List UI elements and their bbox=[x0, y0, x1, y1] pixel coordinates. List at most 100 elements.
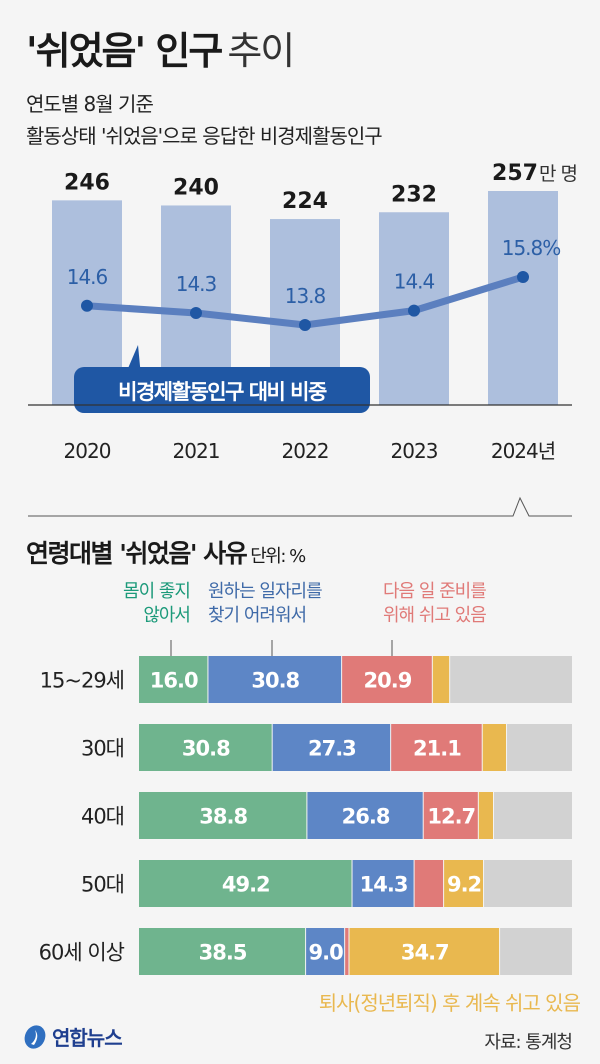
bar-value-label: 224 bbox=[282, 189, 328, 214]
segment-value: 26.8 bbox=[342, 805, 390, 829]
segment-2 bbox=[423, 792, 478, 839]
legend-blue: 원하는 일자리를 찾기 어려워서 bbox=[208, 580, 323, 628]
unit-label: 단위: % bbox=[250, 546, 306, 567]
age-group-label: 15~29세 bbox=[40, 669, 124, 693]
yonhap-logo: 연합뉴스 bbox=[22, 1022, 123, 1051]
segment-2 bbox=[345, 928, 349, 975]
section-title: 연령대별 '쉬었음' 사유 단위: % bbox=[26, 534, 306, 570]
ratio-point bbox=[299, 319, 311, 331]
callout-box bbox=[74, 367, 370, 413]
bar-labels-group: 246 240 224 232 257 만 명 bbox=[64, 161, 578, 214]
segment-4 bbox=[494, 792, 572, 839]
stacked-bars-group: 15~29세 16.0 30.8 20.9 30대 30.8 27.3 21.1 40대 38.8… bbox=[39, 656, 572, 975]
segment-value: 30.8 bbox=[182, 737, 230, 761]
segment-1 bbox=[272, 724, 391, 771]
legend-red: 다음 일 준비를 위해 쉬고 있음 bbox=[383, 580, 487, 628]
legend-red-line1: 다음 일 준비를 bbox=[383, 581, 487, 602]
legend-blue-line2: 찾기 어려워서 bbox=[208, 605, 307, 626]
segment-4 bbox=[450, 656, 572, 703]
segment-value: 20.9 bbox=[364, 669, 412, 693]
segment-3 bbox=[478, 792, 494, 839]
bar-value-label: 232 bbox=[391, 182, 437, 207]
x-tick-labels: 2020 2021 2022 2023 2024년 bbox=[64, 439, 557, 463]
x-tick-label: 2022 bbox=[282, 439, 329, 463]
reason-by-age-chart: 15~29세 16.0 30.8 20.9 30대 30.8 27.3 21.1 40대 38.8… bbox=[39, 640, 572, 975]
segment-value: 12.7 bbox=[427, 805, 475, 829]
segment-value: 9.2 bbox=[447, 873, 481, 897]
bar-value-label: 246 bbox=[64, 170, 110, 195]
ratio-label: 13.8 bbox=[285, 284, 326, 308]
segment-2 bbox=[391, 724, 482, 771]
segment-value: 30.8 bbox=[251, 669, 299, 693]
ratio-label: 14.3 bbox=[176, 272, 217, 296]
segment-2 bbox=[414, 860, 444, 907]
segment-3 bbox=[349, 928, 500, 975]
ratio-label: 14.6 bbox=[67, 265, 108, 289]
segment-value: 49.2 bbox=[222, 873, 270, 897]
bar-2024년 bbox=[488, 191, 558, 405]
segment-0 bbox=[139, 860, 352, 907]
unit-label: 만 명 bbox=[539, 163, 577, 185]
segment-1 bbox=[352, 860, 414, 907]
segment-0 bbox=[139, 928, 306, 975]
segment-value: 38.5 bbox=[199, 941, 247, 965]
source-text: 자료: 통계청 bbox=[484, 1032, 573, 1053]
subtitle-definition: 활동상태 '쉬었음'으로 응답한 비경제활동인구 bbox=[26, 124, 383, 148]
segment-value: 9.0 bbox=[309, 941, 344, 965]
segment-4 bbox=[500, 928, 572, 975]
segment-value: 14.3 bbox=[360, 873, 408, 897]
title-light: 추이 bbox=[227, 29, 295, 73]
age-group-label: 60세 이상 bbox=[39, 941, 125, 965]
callout: 비경제활동인구 대비 비중 bbox=[74, 345, 370, 413]
x-tick-label: 2020 bbox=[64, 439, 111, 463]
segment-4 bbox=[484, 860, 572, 907]
legend-green-line1: 몸이 좋지 bbox=[123, 581, 191, 602]
ratio-point bbox=[408, 304, 420, 317]
section-title-text: 연령대별 '쉬었음' 사유 bbox=[26, 539, 248, 568]
segment-1 bbox=[307, 792, 423, 839]
segment-3 bbox=[444, 860, 484, 907]
yonhap-logo-icon bbox=[24, 1024, 46, 1049]
legend-blue-line1: 원하는 일자리를 bbox=[208, 581, 323, 602]
segment-3 bbox=[432, 656, 450, 703]
segment-value: 34.7 bbox=[401, 941, 449, 965]
population-trend-chart: 246 240 224 232 257 만 명 14.6 14.3 13.8 14.4 15.8%… bbox=[28, 161, 578, 517]
legend-red-line2: 위해 쉬고 있음 bbox=[383, 605, 487, 626]
legend-green-line2: 않아서 bbox=[143, 605, 191, 626]
x-tick-label: 2023 bbox=[391, 439, 438, 463]
ratio-label: 15.8% bbox=[502, 236, 561, 260]
age-group-label: 30대 bbox=[81, 737, 124, 761]
segment-value: 21.1 bbox=[413, 737, 461, 761]
break-divider bbox=[28, 496, 572, 517]
legend-green: 몸이 좋지 않아서 bbox=[88, 580, 191, 628]
page-title: '쉬었음' 인구 추이 bbox=[26, 20, 295, 75]
segment-value: 38.8 bbox=[199, 805, 247, 829]
segment-1 bbox=[306, 928, 345, 975]
segment-2 bbox=[342, 656, 432, 703]
title-bold: '쉬었음' 인구 bbox=[26, 29, 223, 73]
bars-group bbox=[52, 191, 558, 405]
x-tick-label: 2024년 bbox=[491, 439, 555, 463]
segment-3 bbox=[482, 724, 507, 771]
age-group-label: 40대 bbox=[81, 805, 124, 829]
segment-0 bbox=[139, 724, 272, 771]
segment-0 bbox=[139, 656, 208, 703]
callout-text: 비경제활동인구 대비 비중 bbox=[118, 380, 327, 404]
subtitle-basis: 연도별 8월 기준 bbox=[26, 92, 154, 116]
x-tick-label: 2021 bbox=[173, 439, 220, 463]
logo-text: 연합뉴스 bbox=[52, 1026, 123, 1050]
segment-value: 27.3 bbox=[308, 737, 356, 761]
legend-yellow: 퇴사(정년퇴직) 후 계속 쉬고 있음 bbox=[318, 991, 581, 1015]
segment-0 bbox=[139, 792, 307, 839]
bar-value-label: 240 bbox=[173, 175, 219, 200]
ratio-point bbox=[517, 271, 529, 283]
ratio-point bbox=[81, 299, 93, 312]
bar-value-label: 257 bbox=[492, 161, 538, 186]
ratio-line-group: 14.6 14.3 13.8 14.4 15.8% bbox=[67, 236, 561, 331]
segment-value: 16.0 bbox=[150, 669, 198, 693]
segment-1 bbox=[208, 656, 342, 703]
age-group-label: 50대 bbox=[81, 873, 124, 897]
segment-4 bbox=[507, 724, 572, 771]
ratio-label: 14.4 bbox=[394, 270, 435, 294]
ratio-point bbox=[190, 307, 202, 319]
